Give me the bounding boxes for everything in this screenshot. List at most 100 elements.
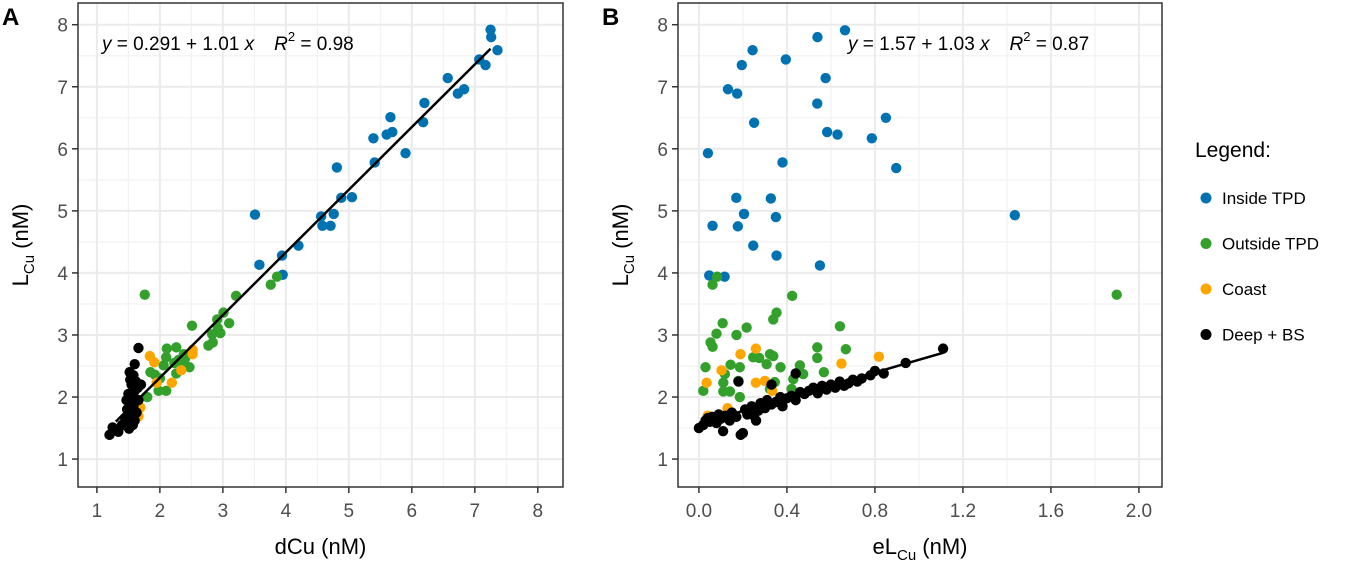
data-point-deep-bs [124, 367, 135, 378]
legend-marker [1200, 283, 1212, 295]
x-tick-label: 3 [218, 501, 229, 522]
data-point-outside-tpd [160, 385, 172, 397]
data-point-outside-tpd [753, 352, 765, 364]
data-point-inside-tpd [419, 97, 430, 109]
data-point-inside-tpd [748, 117, 760, 128]
eq-r: R [274, 34, 288, 55]
legend-label: Deep + BS [1222, 326, 1305, 345]
eq-y: y [846, 34, 859, 55]
x-tick-label: 5 [344, 501, 355, 522]
plot-area [693, 25, 1122, 441]
data-point-outside-tpd [265, 279, 276, 290]
x-tick-label: 1.2 [950, 501, 976, 522]
y-tick-label: 3 [657, 326, 668, 347]
data-point-outside-tpd [215, 327, 226, 339]
data-point-inside-tpd [866, 133, 878, 144]
y-tick-label: 7 [657, 78, 668, 99]
y-tick-label: 5 [57, 202, 68, 223]
data-point-outside-tpd [797, 368, 809, 380]
data-point-deep-bs [737, 427, 749, 439]
y-axis-label: LCu (nM) [8, 204, 38, 287]
regression-equation: y = 0.291 + 1.01 x R2 = 0.98 [100, 29, 354, 55]
x-tick-label: 4 [281, 501, 292, 522]
panel-label: A [2, 4, 19, 31]
x-label-unit: (nM) [916, 534, 967, 559]
y-tick-label: 3 [57, 326, 68, 347]
eq-sup: 2 [288, 29, 295, 44]
y-axis-label: LCu (nM) [608, 204, 638, 287]
eq-sup: 2 [1023, 29, 1030, 44]
legend-marker [1200, 329, 1212, 340]
data-point-inside-tpd [732, 221, 744, 232]
data-point-outside-tpd [775, 362, 786, 373]
data-point-outside-tpd [171, 342, 182, 353]
data-point-coast [716, 365, 727, 376]
data-point-inside-tpd [820, 72, 831, 84]
y-tick-label: 1 [57, 450, 68, 471]
data-point-deep-bs [127, 419, 138, 431]
data-point-outside-tpd [160, 352, 172, 363]
data-point-deep-bs [116, 419, 128, 431]
x-tick-label: 8 [533, 501, 544, 522]
y-tick-label: 5 [657, 202, 668, 223]
legend-title: Legend: [1195, 139, 1271, 162]
y-tick-label: 2 [57, 388, 68, 409]
data-point-inside-tpd [765, 193, 777, 204]
data-point-outside-tpd [153, 385, 164, 397]
data-point-outside-tpd [725, 359, 736, 370]
data-point-outside-tpd [161, 343, 173, 354]
x-tick-label: 0.8 [862, 501, 888, 522]
data-point-outside-tpd [711, 328, 722, 339]
data-point-deep-bs [107, 422, 118, 433]
x-tick-label: 0.0 [686, 501, 712, 522]
data-point-outside-tpd [206, 329, 218, 340]
eq-y: y [100, 34, 113, 55]
legend-item: Deep + BS [1200, 326, 1305, 345]
panel-b: 0.0 0.4 0.8 1.2 1.6 2.0 1 2 3 4 5 6 7 8 y = 1.57 + 1.0… [602, 2, 1163, 564]
x-tick-label: 0.4 [774, 501, 801, 522]
data-point-outside-tpd [724, 386, 736, 397]
data-point-inside-tpd [442, 72, 453, 84]
data-point-deep-bs [133, 342, 144, 354]
data-point-inside-tpd [891, 162, 902, 174]
data-point-deep-bs [733, 376, 744, 387]
data-point-outside-tpd [741, 322, 752, 333]
data-point-outside-tpd [718, 377, 729, 388]
legend-label: Inside TPD [1222, 189, 1306, 208]
data-point-deep-bs [135, 379, 147, 390]
data-point-deep-bs [131, 407, 142, 418]
y-label-main: L [608, 274, 633, 286]
data-point-outside-tpd [700, 362, 711, 373]
data-point-outside-tpd [768, 314, 779, 325]
y-label-unit: (nM) [608, 204, 633, 255]
data-point-inside-tpd [814, 260, 826, 271]
x-label-sub: Cu [897, 547, 916, 564]
data-point-coast [176, 365, 187, 376]
data-point-coast [187, 349, 198, 360]
data-point-outside-tpd [1111, 289, 1122, 300]
data-point-outside-tpd [158, 360, 169, 371]
eq-body: = 0.291 + 1.01 [112, 34, 245, 55]
y-tick-label: 8 [657, 16, 668, 37]
data-point-outside-tpd [186, 320, 198, 331]
y-tick-label: 6 [657, 140, 668, 161]
data-point-coast [149, 357, 160, 368]
data-point-outside-tpd [794, 360, 806, 371]
regression-line [698, 351, 944, 425]
data-point-deep-bs [129, 358, 140, 370]
x-tick-label: 1.6 [1038, 501, 1064, 522]
data-point-coast [166, 377, 178, 388]
data-point-inside-tpd [249, 209, 261, 220]
data-point-outside-tpd [786, 290, 798, 302]
y-tick-label: 6 [57, 140, 68, 161]
data-point-inside-tpd [719, 271, 730, 282]
data-point-outside-tpd [711, 271, 723, 282]
data-point-inside-tpd [1009, 210, 1021, 221]
data-point-coast [701, 377, 712, 388]
data-point-inside-tpd [400, 147, 411, 159]
data-point-outside-tpd [207, 337, 218, 348]
legend-item: Inside TPD [1200, 189, 1306, 208]
y-tick-label: 8 [57, 16, 68, 37]
x-label-main: eL [873, 534, 897, 559]
